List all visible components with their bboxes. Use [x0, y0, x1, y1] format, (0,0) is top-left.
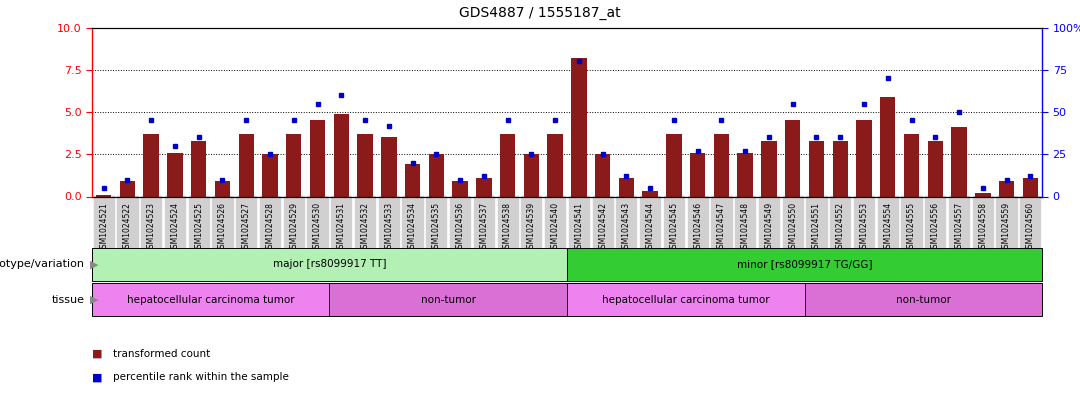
Text: ▶: ▶: [90, 259, 98, 269]
Bar: [262, 154, 278, 196]
Bar: [405, 164, 420, 196]
Bar: [334, 114, 349, 196]
Bar: [951, 127, 967, 196]
Bar: [571, 58, 586, 196]
Bar: [619, 178, 634, 196]
Bar: [643, 191, 658, 196]
Text: transformed count: transformed count: [113, 349, 211, 359]
Bar: [96, 195, 111, 196]
Text: major [rs8099917 TT]: major [rs8099917 TT]: [272, 259, 387, 269]
Text: percentile rank within the sample: percentile rank within the sample: [113, 372, 289, 382]
Bar: [714, 134, 729, 196]
Bar: [761, 141, 777, 196]
Text: ▶: ▶: [90, 295, 98, 305]
Bar: [666, 134, 681, 196]
Bar: [191, 141, 206, 196]
Text: non-tumor: non-tumor: [896, 295, 950, 305]
Bar: [453, 181, 468, 196]
Bar: [785, 120, 800, 196]
Bar: [524, 154, 539, 196]
Bar: [215, 181, 230, 196]
Text: hepatocellular carcinoma tumor: hepatocellular carcinoma tumor: [602, 295, 770, 305]
Bar: [904, 134, 919, 196]
Text: genotype/variation: genotype/variation: [0, 259, 84, 269]
Bar: [429, 154, 444, 196]
Bar: [975, 193, 990, 196]
Bar: [999, 181, 1014, 196]
Bar: [310, 120, 325, 196]
Bar: [928, 141, 943, 196]
Bar: [476, 178, 491, 196]
Text: GDS4887 / 1555187_at: GDS4887 / 1555187_at: [459, 6, 621, 20]
Bar: [880, 97, 895, 196]
Text: ■: ■: [92, 372, 103, 382]
Bar: [595, 154, 610, 196]
Text: hepatocellular carcinoma tumor: hepatocellular carcinoma tumor: [126, 295, 295, 305]
Bar: [500, 134, 515, 196]
Text: tissue: tissue: [51, 295, 84, 305]
Bar: [286, 134, 301, 196]
Bar: [120, 181, 135, 196]
Bar: [548, 134, 563, 196]
Bar: [833, 141, 848, 196]
Bar: [690, 152, 705, 196]
Bar: [1023, 178, 1038, 196]
Text: ■: ■: [92, 349, 103, 359]
Bar: [809, 141, 824, 196]
Bar: [239, 134, 254, 196]
Bar: [856, 120, 872, 196]
Bar: [167, 152, 183, 196]
Bar: [144, 134, 159, 196]
Text: non-tumor: non-tumor: [421, 295, 475, 305]
Bar: [738, 152, 753, 196]
Bar: [357, 134, 373, 196]
Bar: [381, 137, 396, 196]
Text: minor [rs8099917 TG/GG]: minor [rs8099917 TG/GG]: [737, 259, 873, 269]
